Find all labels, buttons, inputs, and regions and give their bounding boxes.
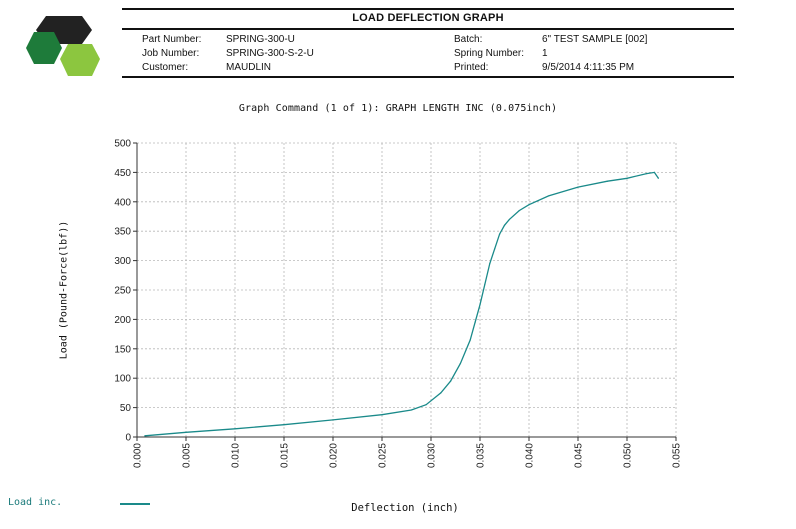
y-tick-label: 250 [114, 286, 131, 297]
data-point [577, 186, 579, 188]
y-tick-label: 450 [114, 168, 131, 179]
data-point [234, 428, 236, 430]
y-tick-label: 0 [125, 433, 131, 444]
x-tick-label: 0.005 [182, 443, 193, 468]
spring-number-label: Spring Number: [454, 48, 525, 59]
data-point [499, 233, 501, 235]
y-tick-label: 150 [114, 344, 131, 355]
data-point [626, 177, 628, 179]
data-point [484, 283, 486, 285]
data-point [450, 380, 452, 382]
data-point [494, 248, 496, 250]
legend-line-swatch [120, 503, 150, 505]
data-point [144, 435, 146, 437]
spring-number-value: 1 [542, 48, 548, 59]
data-point [518, 210, 520, 212]
batch-value: 6" TEST SAMPLE [002] [542, 34, 648, 45]
data-point [479, 304, 481, 306]
y-tick-label: 350 [114, 227, 131, 238]
data-point [469, 339, 471, 341]
x-tick-label: 0.015 [280, 443, 291, 468]
x-tick-label: 0.045 [574, 443, 585, 468]
data-point [474, 321, 476, 323]
y-tick-label: 500 [114, 139, 131, 150]
x-tick-label: 0.025 [378, 443, 389, 468]
y-axis-label: Load (Pound-Force(lbf)) [58, 220, 70, 360]
customer-label: Customer: [142, 62, 189, 73]
job-number-label: Job Number: [142, 48, 200, 59]
customer-value: MAUDLIN [226, 62, 272, 73]
series-line-load-inc [144, 171, 659, 437]
x-tick-label: 0.055 [672, 443, 683, 468]
data-point [332, 419, 334, 421]
printed-value: 9/5/2014 4:11:35 PM [542, 62, 635, 73]
printed-label: Printed: [454, 62, 489, 73]
x-tick-label: 0.035 [476, 443, 487, 468]
x-tick-label: 0.030 [427, 443, 438, 468]
data-point [489, 262, 491, 265]
chart-title: Graph Command (1 of 1): GRAPH LENGTH INC… [238, 103, 558, 114]
data-point [410, 409, 412, 411]
data-point [548, 195, 550, 197]
part-number-label: Part Number: [142, 34, 202, 45]
header-rule-middle [122, 28, 734, 30]
report-header: LOAD DEFLECTION GRAPH Part Number: SPRIN… [122, 8, 734, 78]
header-rule-top [122, 8, 734, 10]
batch-label: Batch: [454, 34, 483, 45]
header-rule-bottom [122, 76, 734, 78]
report-title: LOAD DEFLECTION GRAPH [352, 12, 504, 24]
x-tick-label: 0.050 [623, 443, 634, 468]
data-point [528, 204, 530, 206]
data-point [653, 171, 656, 173]
data-point [283, 424, 285, 426]
data-point [185, 431, 187, 433]
data-point [503, 224, 506, 226]
job-number-value: SPRING-300-S-2-U [226, 48, 314, 59]
data-point [459, 362, 461, 365]
data-point [425, 404, 427, 406]
y-tick-label: 50 [120, 403, 132, 414]
legend-label: Load inc. [8, 497, 63, 508]
x-tick-label: 0.000 [133, 443, 144, 468]
data-point [440, 392, 442, 394]
x-tick-label: 0.010 [231, 443, 242, 468]
y-tick-label: 200 [114, 315, 131, 326]
y-tick-label: 100 [114, 374, 131, 385]
part-number-value: SPRING-300-U [226, 34, 295, 45]
x-tick-label: 0.020 [329, 443, 340, 468]
x-axis-label: Deflection (inch) [351, 502, 459, 514]
hexagon-logo-icon [26, 16, 100, 76]
x-tick-label: 0.040 [525, 443, 536, 468]
data-point [606, 180, 609, 182]
data-point [657, 177, 659, 179]
y-tick-label: 300 [114, 256, 131, 267]
data-point [508, 218, 510, 221]
data-point [381, 414, 383, 416]
y-tick-label: 400 [114, 197, 131, 208]
data-point [646, 172, 648, 175]
